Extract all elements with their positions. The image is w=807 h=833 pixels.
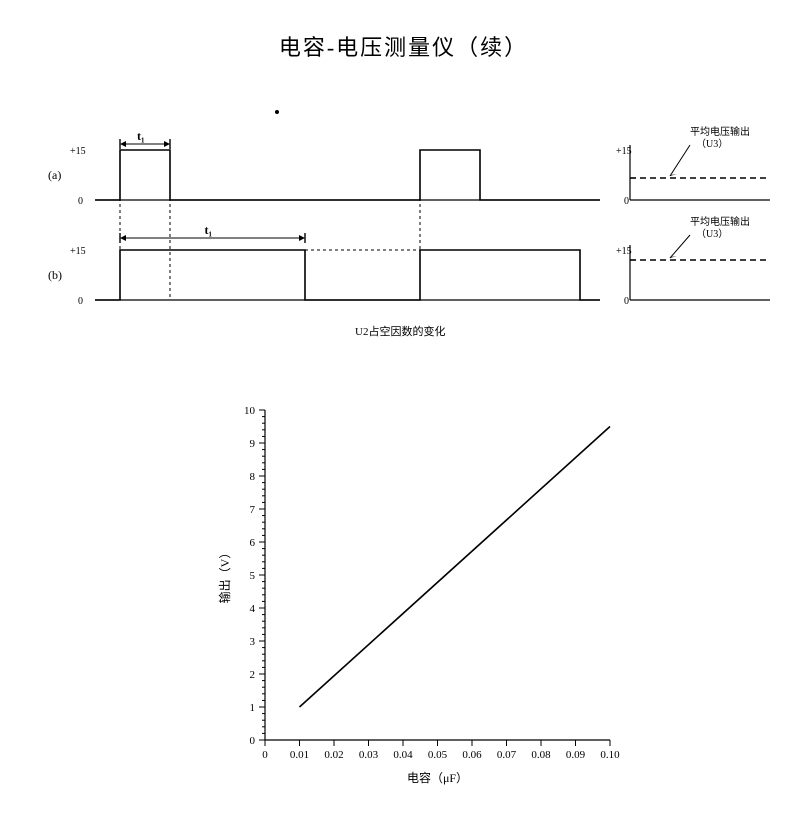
t1-arrowhead	[164, 141, 170, 147]
t1-label: t₁	[205, 223, 213, 237]
row-label: (b)	[48, 268, 62, 282]
right-y-low: 0	[624, 296, 629, 307]
y-high: +15	[70, 246, 86, 257]
y-tick-label: 7	[250, 504, 256, 516]
right-y-high: +15	[616, 146, 632, 157]
right-y-low: 0	[624, 196, 629, 207]
right-y-high: +15	[616, 246, 632, 257]
y-tick-label: 4	[250, 603, 256, 615]
waveform-trace	[95, 150, 600, 200]
y-tick-label: 10	[244, 405, 256, 417]
x-tick-label: 0.09	[566, 749, 586, 761]
waveform-trace	[95, 250, 600, 300]
callout-arrowhead	[670, 252, 677, 258]
t1-arrowhead	[120, 141, 126, 147]
row-label: (a)	[48, 168, 61, 182]
stray-dot	[275, 110, 279, 114]
x-tick-label: 0.04	[393, 749, 413, 761]
x-tick-label: 0.01	[290, 749, 309, 761]
page-title: 电容-电压测量仪（续）	[0, 30, 807, 62]
x-tick-label: 0.05	[428, 749, 448, 761]
y-tick-label: 8	[250, 471, 256, 483]
avg-label: 平均电压输出	[690, 215, 750, 228]
y-tick-label: 1	[250, 702, 256, 714]
waveform-diagram: (a)+150+150平均电压输出（U3）t₁(b)+150+150平均电压输出…	[40, 120, 770, 350]
callout-line	[670, 145, 690, 176]
y-tick-label: 3	[250, 636, 256, 648]
line-chart: 0 1 2 3 4 5 6 7 8 9 10 0 0.01 0.02 0.03 0.04 0.05 0.06 0.0…	[210, 395, 630, 795]
x-tick-label: 0.03	[359, 749, 379, 761]
y-tick-label: 9	[250, 438, 256, 450]
x-tick-label: 0	[262, 749, 268, 761]
y-tick-label: 5	[250, 570, 256, 582]
y-low: 0	[78, 296, 83, 307]
x-tick-label: 0.07	[497, 749, 517, 761]
data-line	[300, 427, 611, 708]
callout-line	[670, 235, 690, 258]
y-low: 0	[78, 196, 83, 207]
t1-label: t₁	[137, 129, 145, 143]
x-axis-label: 电容（μF）	[407, 770, 468, 785]
x-tick-label: 0.08	[531, 749, 551, 761]
waveform-caption: U2占空因数的变化	[355, 324, 445, 338]
y-axis-label: 输出（V）	[217, 547, 232, 604]
avg-sublabel: （U3）	[696, 228, 728, 240]
x-tick-label: 0.02	[324, 749, 343, 761]
t1-arrowhead	[120, 235, 126, 241]
x-tick-label: 0.06	[462, 749, 482, 761]
y-high: +15	[70, 146, 86, 157]
y-tick-label: 2	[250, 669, 256, 681]
avg-label: 平均电压输出	[690, 125, 750, 138]
avg-sublabel: （U3）	[696, 138, 728, 150]
y-tick-label: 0	[250, 735, 256, 747]
x-tick-label: 0.10	[600, 749, 620, 761]
t1-arrowhead	[299, 235, 305, 241]
y-tick-label: 6	[250, 537, 256, 549]
